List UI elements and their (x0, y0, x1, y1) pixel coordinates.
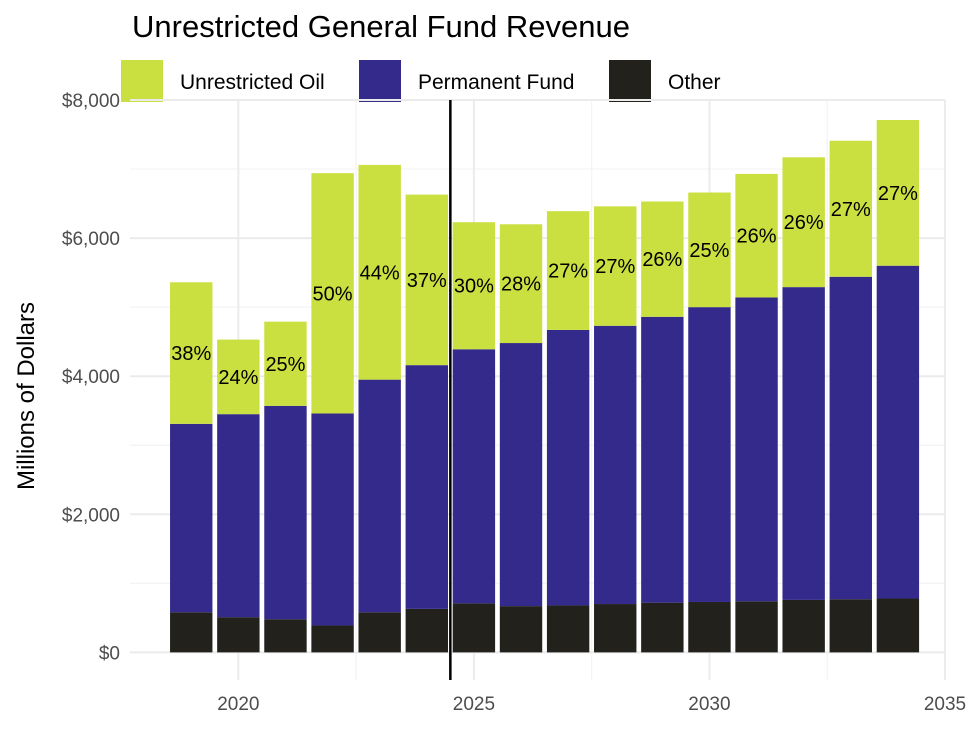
data-label-2019: 38% (171, 343, 211, 365)
bar-other-2027 (546, 605, 590, 653)
bar-permanent-fund-2028 (594, 325, 637, 605)
bar-unrestricted-oil-2026 (499, 224, 543, 344)
y-tick-label: $4,000 (62, 367, 120, 388)
bar-unrestricted-oil-2033 (829, 140, 872, 277)
data-label-2021: 25% (265, 354, 305, 376)
x-tick-label: 2025 (453, 694, 495, 715)
legend-swatch-permanent-fund (359, 60, 401, 102)
data-label-2024: 37% (407, 270, 447, 292)
bar-other-2029 (641, 602, 684, 653)
bar-permanent-fund-2032 (782, 287, 825, 600)
data-label-2028: 27% (595, 256, 635, 278)
y-tick-label: $8,000 (62, 91, 120, 112)
bar-other-2024 (405, 608, 448, 653)
bar-permanent-fund-2029 (641, 316, 684, 603)
bar-unrestricted-oil-2025 (452, 222, 496, 350)
bar-permanent-fund-2019 (170, 423, 213, 613)
bar-permanent-fund-2034 (876, 265, 920, 599)
bar-unrestricted-oil-2029 (641, 201, 684, 317)
data-label-2031: 26% (737, 226, 777, 248)
data-labels: 38% 24% 25% 50% 44% 37% 30% 28% 27% 27% 26% 25% 26% 2… (171, 183, 918, 389)
bar-permanent-fund-2023 (358, 379, 401, 613)
bar-permanent-fund-2025 (452, 349, 496, 604)
bar-permanent-fund-2026 (499, 343, 543, 607)
data-label-2033: 27% (831, 199, 871, 221)
bar-permanent-fund-2030 (688, 307, 731, 602)
bar-unrestricted-oil-2027 (546, 211, 590, 330)
data-label-2029: 26% (642, 249, 682, 271)
y-tick-label: $6,000 (62, 229, 120, 250)
bar-unrestricted-oil-2020 (217, 339, 260, 415)
bar-other-2020 (217, 617, 260, 653)
data-label-2022: 50% (313, 283, 353, 305)
y-tick-label: $0 (99, 643, 120, 664)
x-tick-label: 2035 (924, 694, 966, 715)
bar-other-2033 (829, 599, 872, 653)
legend: Unrestricted Oil Permanent Fund Other (121, 60, 721, 102)
x-tick-label: 2030 (688, 694, 730, 715)
legend-swatch-unrestricted-oil (121, 60, 163, 102)
bar-other-2021 (264, 619, 307, 653)
bar-unrestricted-oil-2032 (782, 157, 825, 288)
bar-other-2034 (876, 598, 920, 653)
bar-permanent-fund-2020 (217, 414, 260, 618)
data-label-2023: 44% (360, 262, 400, 284)
axes: $0 $2,000 $4,000 $6,000 $8,000 2020 2025 2030 20… (62, 91, 966, 715)
legend-label-unrestricted-oil: Unrestricted Oil (180, 71, 325, 94)
bar-other-2019 (170, 612, 213, 653)
data-label-2027: 27% (548, 261, 588, 283)
bar-unrestricted-oil-2028 (594, 206, 637, 326)
bar-unrestricted-oil-2023 (358, 164, 401, 380)
bar-unrestricted-oil-2031 (735, 173, 778, 298)
bar-unrestricted-oil-2030 (688, 192, 731, 308)
bar-permanent-fund-2033 (829, 276, 872, 600)
chart-title: Unrestricted General Fund Revenue (132, 9, 630, 44)
data-label-2032: 26% (784, 212, 824, 234)
bar-other-2031 (735, 601, 778, 653)
x-tick-label: 2020 (217, 694, 259, 715)
bar-permanent-fund-2021 (264, 405, 307, 620)
bar-other-2025 (452, 603, 496, 653)
bar-unrestricted-oil-2019 (170, 282, 213, 424)
bar-unrestricted-oil-2022 (311, 173, 354, 414)
bar-unrestricted-oil-2034 (876, 120, 920, 266)
legend-label-permanent-fund: Permanent Fund (418, 71, 574, 94)
bar-permanent-fund-2024 (405, 365, 448, 609)
bar-permanent-fund-2027 (546, 329, 590, 606)
data-label-2030: 25% (689, 240, 729, 262)
data-label-2026: 28% (501, 274, 541, 296)
bar-permanent-fund-2022 (311, 413, 354, 626)
bar-unrestricted-oil-2024 (405, 194, 448, 366)
bar-other-2023 (358, 612, 401, 653)
legend-label-other: Other (668, 71, 721, 94)
y-tick-label: $2,000 (62, 505, 120, 526)
data-label-2020: 24% (218, 367, 258, 389)
bar-other-2030 (688, 601, 731, 653)
legend-swatch-other (609, 60, 651, 102)
bar-other-2026 (499, 606, 543, 653)
bar-other-2022 (311, 625, 354, 653)
data-label-2034: 27% (878, 183, 918, 205)
bar-permanent-fund-2031 (735, 297, 778, 602)
bar-other-2028 (594, 604, 637, 653)
bar-unrestricted-oil-2021 (264, 321, 307, 406)
y-axis-label: Millions of Dollars (13, 302, 40, 490)
bars (170, 120, 920, 653)
bar-other-2032 (782, 599, 825, 653)
data-label-2025: 30% (454, 276, 494, 298)
